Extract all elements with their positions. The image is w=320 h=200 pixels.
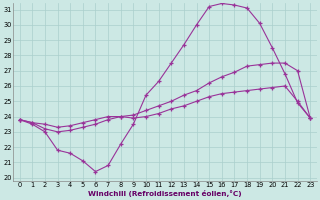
X-axis label: Windchill (Refroidissement éolien,°C): Windchill (Refroidissement éolien,°C) <box>88 190 242 197</box>
